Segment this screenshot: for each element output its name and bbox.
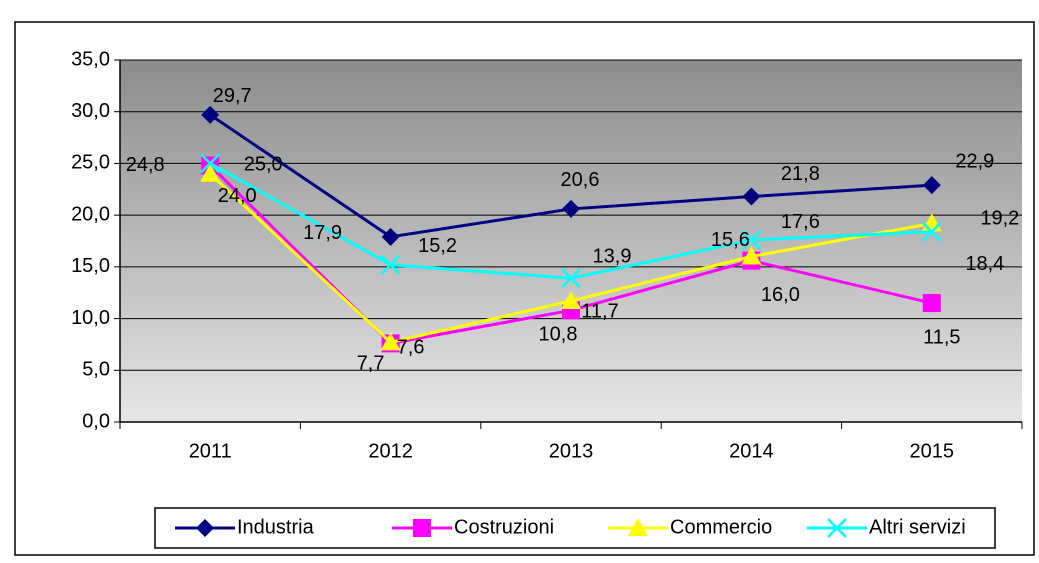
marker	[196, 519, 214, 537]
y-tick-label: 0,0	[82, 410, 110, 432]
y-tick-label: 25,0	[71, 152, 110, 174]
x-tick-label: 2012	[368, 440, 413, 462]
marker	[380, 332, 401, 351]
data-label: 7,6	[397, 337, 425, 359]
legend-label: Altri servizi	[869, 516, 966, 538]
marker	[827, 518, 847, 538]
data-label: 18,4	[965, 253, 1004, 275]
x-tick-label: 2015	[910, 440, 955, 462]
plot-area	[120, 60, 1022, 422]
marker	[921, 221, 942, 242]
y-tick-label: 35,0	[71, 48, 110, 70]
x-tick-label: 2014	[729, 440, 774, 462]
legend-label: Costruzioni	[454, 516, 554, 538]
data-label: 25,0	[244, 154, 283, 176]
marker	[562, 199, 580, 218]
data-label: 24,0	[218, 185, 257, 207]
y-tick-label: 20,0	[71, 203, 110, 225]
y-tick-label: 15,0	[71, 255, 110, 277]
legend-label: Industria	[237, 516, 315, 538]
marker	[200, 163, 221, 182]
data-label: 19,2	[980, 208, 1019, 230]
data-label: 7,7	[357, 353, 385, 375]
legend-label: Commercio	[670, 516, 772, 538]
y-tick-label: 10,0	[71, 307, 110, 329]
marker	[922, 176, 941, 195]
y-tick-label: 30,0	[71, 100, 110, 122]
data-label: 20,6	[561, 169, 600, 191]
marker	[922, 294, 941, 313]
data-label: 11,7	[581, 300, 618, 322]
data-label: 22,9	[955, 150, 994, 172]
marker	[381, 227, 400, 246]
data-label: 15,6	[711, 229, 750, 251]
marker	[380, 254, 401, 275]
marker	[561, 290, 581, 309]
x-tick-label: 2011	[189, 440, 232, 462]
y-tick-label: 5,0	[82, 359, 110, 381]
data-label: 21,8	[781, 163, 820, 185]
data-label: 15,2	[418, 235, 457, 257]
marker	[200, 153, 221, 174]
data-label: 17,9	[303, 222, 342, 244]
marker	[741, 230, 762, 250]
data-label: 17,6	[781, 211, 820, 233]
data-label: 24,8	[126, 154, 165, 176]
data-label: 13,9	[593, 246, 632, 268]
marker	[201, 105, 220, 124]
x-tick-label: 2013	[549, 440, 594, 462]
marker	[413, 519, 431, 537]
marker	[628, 518, 648, 536]
data-label: 11,5	[923, 326, 960, 348]
marker	[741, 246, 762, 265]
marker	[742, 187, 761, 206]
marker	[561, 268, 581, 289]
data-label: 10,8	[539, 324, 578, 346]
data-label: 29,7	[213, 85, 252, 107]
data-label: 16,0	[761, 284, 800, 306]
